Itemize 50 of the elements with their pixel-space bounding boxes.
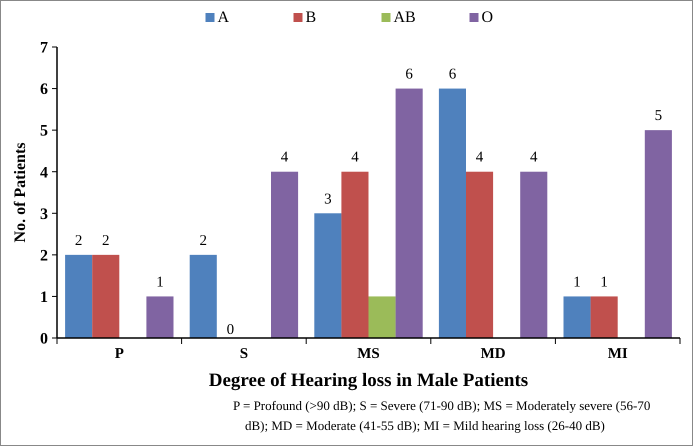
data-label: 1 [156, 274, 164, 290]
bar [341, 172, 368, 338]
bar [590, 296, 618, 338]
bar [438, 88, 466, 338]
x-tick-label: MI [608, 346, 628, 362]
data-label: 1 [600, 274, 608, 290]
bar [146, 296, 174, 338]
bar [271, 172, 298, 338]
bar [644, 130, 672, 338]
data-label: 4 [530, 150, 538, 166]
text: P = Profound (>90 dB); S = Severe (71-90 dB); MS = Moderately severe (56-70 dB); MD = Moderate (41-55 dB); MI = Mild hearing loss (26-40 dB) [233, 398, 650, 433]
bar [466, 172, 494, 338]
data-label: 2 [74, 232, 82, 249]
data-label: 2 [200, 232, 207, 249]
y-tick-label: 1 [40, 289, 48, 306]
y-tick-label: 5 [40, 122, 48, 140]
data-label: 6 [448, 66, 457, 83]
x-tick-label: MD [480, 346, 506, 362]
x-tick-label: S [240, 346, 248, 362]
data-label: 5 [654, 108, 662, 124]
y-tick-label: 0 [40, 330, 48, 348]
bar [396, 88, 423, 338]
data-label: 4 [351, 150, 360, 166]
bar [190, 254, 217, 338]
legend-label: A [218, 9, 230, 26]
y-axis-title: No. of Patients [12, 142, 29, 242]
y-tick-label: 4 [40, 164, 48, 182]
data-label: 2 [102, 232, 110, 249]
y-tick-label: 6 [40, 81, 48, 98]
x-tick-label: MS [357, 346, 380, 362]
y-tick-label: 3 [40, 206, 48, 223]
legend-label: AB [394, 9, 416, 26]
bar [564, 296, 591, 338]
data-label: 4 [476, 150, 484, 166]
x-axis-title: Degree of Hearing loss in Male Patients [208, 370, 528, 391]
data-label: 6 [405, 66, 414, 83]
data-label: 1 [573, 274, 581, 290]
bar [368, 296, 396, 338]
legend-label: O [482, 9, 494, 26]
data-label: 0 [226, 322, 234, 338]
legend-label: B [306, 9, 316, 26]
bar [65, 254, 92, 338]
data-label: 3 [324, 191, 332, 208]
data-label: 4 [280, 150, 289, 166]
x-tick-label: P [114, 346, 124, 362]
y-tick-label: 7 [40, 40, 48, 57]
bar [92, 254, 120, 338]
bar [520, 172, 548, 338]
y-tick-label: 2 [40, 247, 48, 264]
bar [314, 213, 342, 338]
